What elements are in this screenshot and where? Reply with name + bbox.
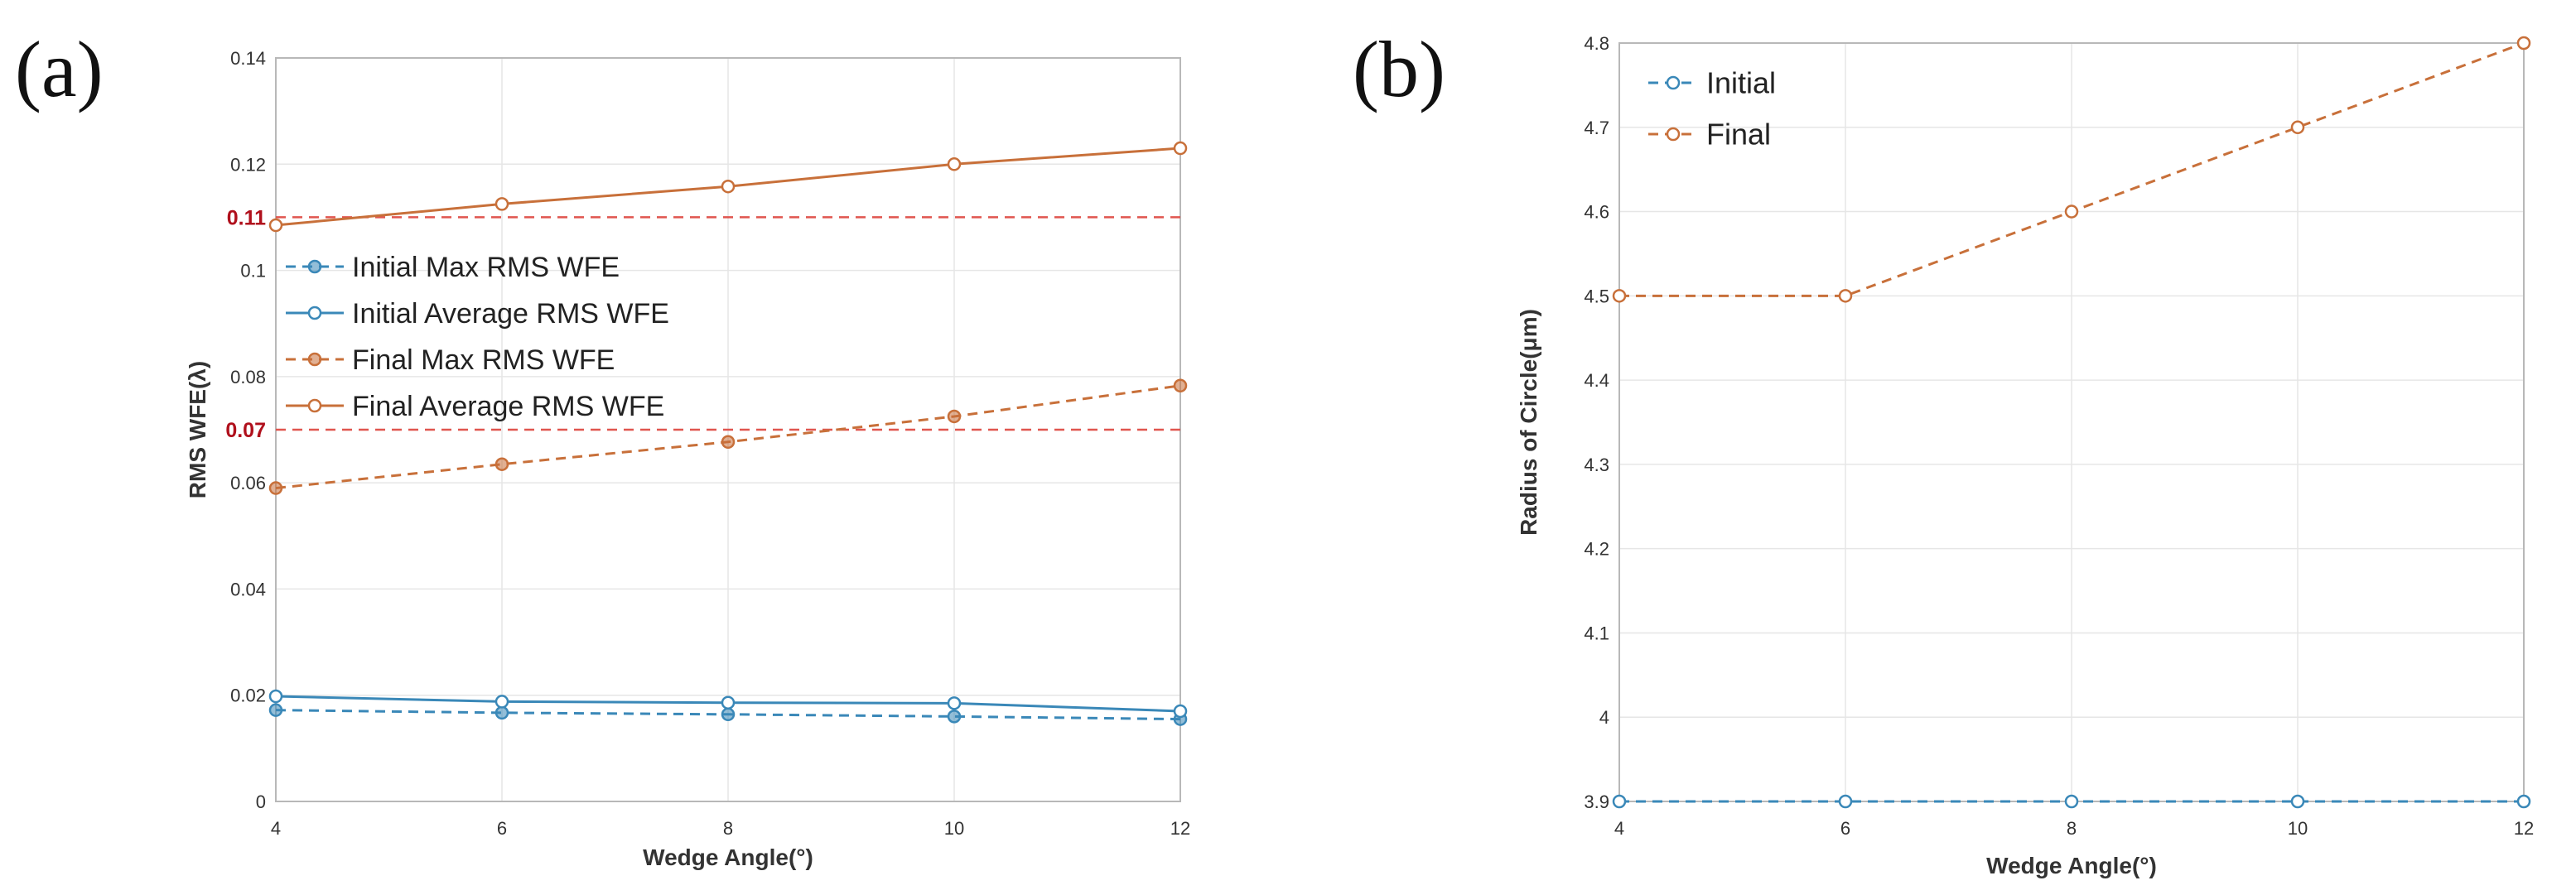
y-tick-label: 4.1 [1584, 623, 1609, 643]
legend-marker [307, 398, 322, 413]
data-point [1173, 704, 1188, 719]
x-tick-label: 4 [271, 818, 281, 839]
legend-entry-label: Initial [1706, 66, 1776, 100]
x-tick-label: 4 [1614, 818, 1624, 839]
y-tick-label: 0.06 [230, 473, 266, 493]
y-tick-label: 3.9 [1584, 792, 1609, 812]
data-point [268, 481, 283, 495]
data-point [947, 710, 962, 724]
legend-marker [307, 306, 322, 320]
y-tick-label: 0.12 [230, 154, 266, 175]
legend-entry-label: Final Max RMS WFE [352, 344, 615, 376]
data-point [1612, 289, 1627, 303]
legend-marker [307, 259, 322, 274]
legend-marker [307, 352, 322, 367]
y-tick-label: 4.3 [1584, 455, 1609, 475]
y-tick-label: 4.5 [1584, 286, 1609, 306]
data-point [494, 695, 509, 709]
legend-entry-label: Initial Average RMS WFE [352, 298, 669, 330]
reference-line-label: 0.07 [225, 419, 266, 442]
data-point [947, 696, 962, 710]
x-tick-label: 6 [1840, 818, 1850, 839]
y-tick-label: 4.7 [1584, 118, 1609, 138]
x-tick-label: 10 [2288, 818, 2308, 839]
x-tick-label: 12 [2514, 818, 2534, 839]
data-point [721, 707, 736, 722]
x-axis-title: Wedge Angle(°) [643, 844, 813, 870]
chart-panel-a: (a) 4 6 8 10 12 0 0.02 0.04 0.06 0.08 0.1 0.12 0.14 0… [15, 25, 1190, 870]
data-point [494, 197, 509, 211]
data-point [1612, 794, 1627, 809]
data-point [494, 705, 509, 720]
data-point [2290, 794, 2305, 809]
data-point [2064, 205, 2079, 219]
data-point [268, 218, 283, 233]
y-tick-label: 0.04 [230, 579, 266, 599]
data-point [1838, 794, 1853, 809]
y-axis-title: Radius of Circle(μm) [1516, 309, 1541, 536]
x-tick-label: 8 [2067, 818, 2077, 839]
y-tick-label: 4.6 [1584, 202, 1609, 223]
x-axis-title: Wedge Angle(°) [1986, 853, 2157, 878]
y-tick-label: 0.14 [230, 48, 266, 69]
y-tick-label: 4.4 [1584, 370, 1609, 391]
chart-a-svg: 4 6 8 10 12 0 0.02 0.04 0.06 0.08 0.1 0.12 0.14 0.11 0… [185, 48, 1190, 870]
data-point [947, 409, 962, 424]
legend-marker [1666, 127, 1681, 142]
data-point [268, 703, 283, 717]
panel-label-b: (b) [1353, 25, 1445, 113]
reference-line-label: 0.11 [227, 206, 266, 229]
legend-entry-label: Final [1706, 118, 1771, 152]
chart-b-svg: 4 6 8 10 123.944.14.24.34.44.54.64.74.8Initi… [1516, 33, 2534, 878]
legend-entry-label: Final Average RMS WFE [352, 391, 664, 422]
y-tick-label: 0.02 [230, 686, 266, 706]
y-axis-title: RMS WFE(λ) [185, 361, 210, 498]
data-point [494, 457, 509, 471]
data-point [268, 689, 283, 704]
data-point [721, 179, 736, 194]
x-tick-label: 12 [1170, 818, 1190, 839]
x-tick-label: 8 [723, 818, 733, 839]
data-point [1838, 289, 1853, 303]
y-tick-label: 0.1 [240, 261, 266, 281]
data-point [721, 435, 736, 450]
data-point [1173, 141, 1188, 156]
x-tick-label: 6 [497, 818, 507, 839]
data-point [2290, 120, 2305, 135]
y-tick-label: 4.2 [1584, 539, 1609, 560]
y-tick-label: 4.8 [1584, 33, 1609, 54]
y-tick-label: 0 [256, 792, 266, 812]
data-point [2516, 36, 2531, 51]
panel-label-a: (a) [15, 25, 104, 113]
chart-panel-b: (b) 4 6 8 10 12 3.9 4 4.1 4.2 4.3 4.4 4.5 4.6 4.7 4.8 I… [1288, 0, 2576, 895]
data-point [721, 695, 736, 710]
y-tick-label: 4 [1599, 707, 1609, 728]
legend-entry-label: Initial Max RMS WFE [352, 252, 620, 283]
data-point [1173, 378, 1188, 393]
data-point [2516, 794, 2531, 809]
y-tick-label: 0.08 [230, 367, 266, 387]
x-tick-label: 10 [944, 818, 964, 839]
data-point [947, 157, 962, 171]
legend-marker [1666, 75, 1681, 90]
data-point [2064, 794, 2079, 809]
